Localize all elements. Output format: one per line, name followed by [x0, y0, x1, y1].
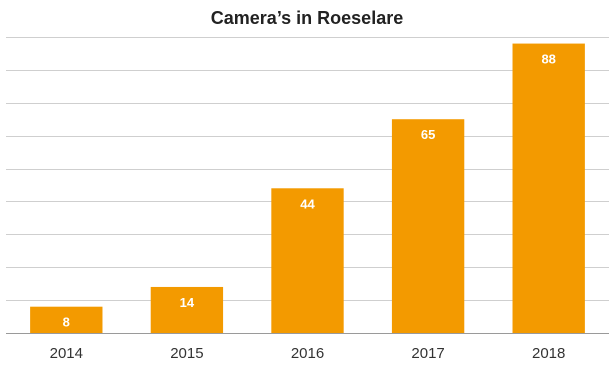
- data-label: 14: [180, 295, 195, 310]
- data-label: 88: [541, 52, 555, 67]
- bar: [150, 286, 224, 333]
- x-tick-label: 2017: [411, 345, 444, 362]
- data-label: 8: [63, 315, 70, 330]
- x-tick-label: 2015: [170, 345, 203, 362]
- x-tick-label: 2014: [50, 345, 83, 362]
- x-tick-label: 2016: [291, 345, 324, 362]
- bars: 8 14 44 65 88: [30, 43, 585, 333]
- bar: [391, 119, 465, 333]
- bar: [512, 43, 585, 333]
- chart-title: Camera’s in Roeselare: [210, 8, 404, 28]
- data-label: 44: [300, 196, 315, 211]
- x-axis: 2014 2015 2016 2017 2018: [6, 333, 609, 362]
- data-label: 65: [421, 127, 435, 142]
- bar: [30, 306, 103, 333]
- bar: [271, 188, 344, 333]
- x-tick-label: 2018: [532, 345, 565, 362]
